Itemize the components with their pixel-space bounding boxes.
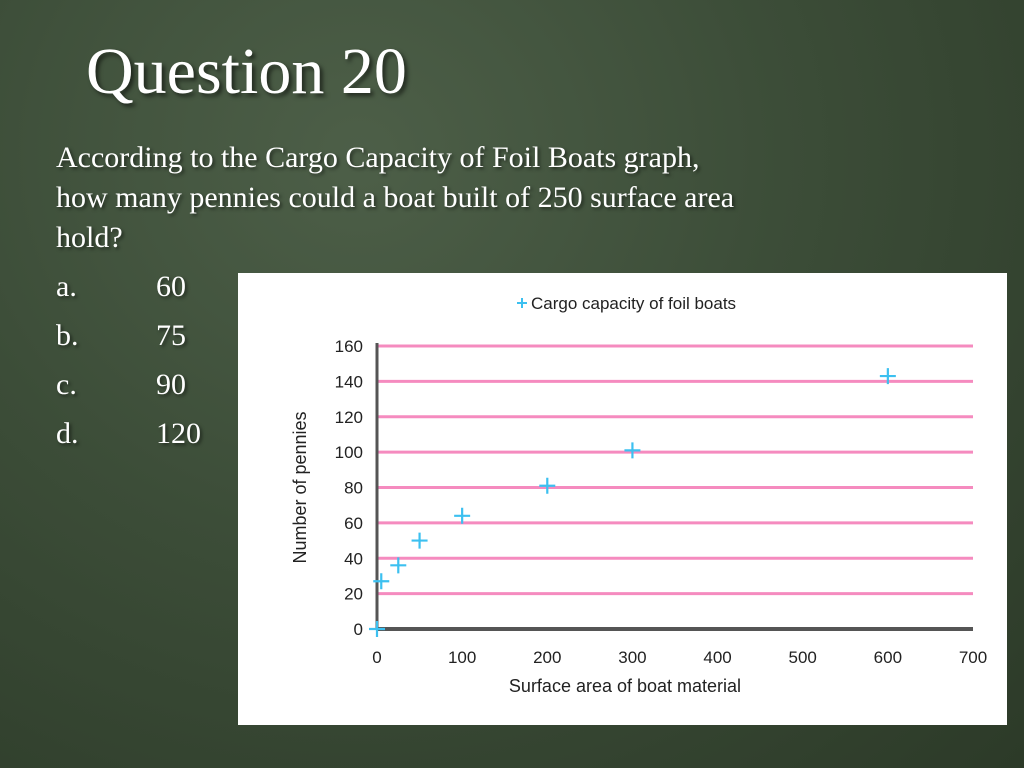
slide-title: Question 20 [86,35,407,108]
question-text: According to the Cargo Capacity of Foil … [56,138,976,258]
y-axis-label: Number of pennies [290,411,310,563]
data-point [624,442,641,459]
x-tick-label: 300 [618,648,646,667]
data-point [390,557,407,574]
chart-panel: 0 20 40 60 80 100 120 140 160 0 100 200 300 400 500 600… [238,273,1007,725]
question-line: According to the Cargo Capacity of Foil … [56,141,700,174]
y-tick-label: 140 [335,372,363,391]
scatter-chart: 0 20 40 60 80 100 120 140 160 0 100 200 300 400 500 600… [290,294,987,696]
x-tick-label: 100 [448,648,476,667]
data-point [879,368,896,385]
x-tick-label: 600 [874,648,902,667]
option-value: 90 [156,368,186,401]
y-tick-label: 80 [344,479,363,498]
y-tick-label: 120 [335,408,363,427]
y-tick-label: 100 [335,443,363,462]
legend-marker [517,298,527,308]
option-letter: c. [56,368,77,401]
data-point [369,621,385,637]
x-tick-label: 200 [533,648,561,667]
x-tick-label: 500 [789,648,817,667]
option-b[interactable]: b. 75 [56,319,226,368]
answer-options: a. 60 b. 75 c. 90 d. 120 [56,270,226,466]
y-tick-label: 40 [344,549,363,568]
x-tick-label: 700 [959,648,987,667]
option-value: 60 [156,270,186,303]
y-tick-label: 20 [344,585,363,604]
data-point [539,477,556,494]
y-tick-label: 60 [344,514,363,533]
data-point [411,532,428,549]
option-letter: d. [56,417,79,450]
x-tick-label: 400 [703,648,731,667]
option-value: 75 [156,319,186,352]
option-a[interactable]: a. 60 [56,270,226,319]
option-c[interactable]: c. 90 [56,368,226,417]
y-tick-label: 160 [335,337,363,356]
option-value: 120 [156,417,201,450]
data-point [373,573,390,590]
y-tick-label: 0 [354,620,363,639]
legend-label: Cargo capacity of foil boats [531,294,736,313]
option-letter: a. [56,270,77,303]
option-d[interactable]: d. 120 [56,417,226,466]
x-tick-label: 0 [372,648,381,667]
option-letter: b. [56,319,79,352]
question-line: hold? [56,221,123,254]
data-point [454,507,471,524]
x-axis-label: Surface area of boat material [509,676,741,696]
question-line: how many pennies could a boat built of 2… [56,181,735,214]
